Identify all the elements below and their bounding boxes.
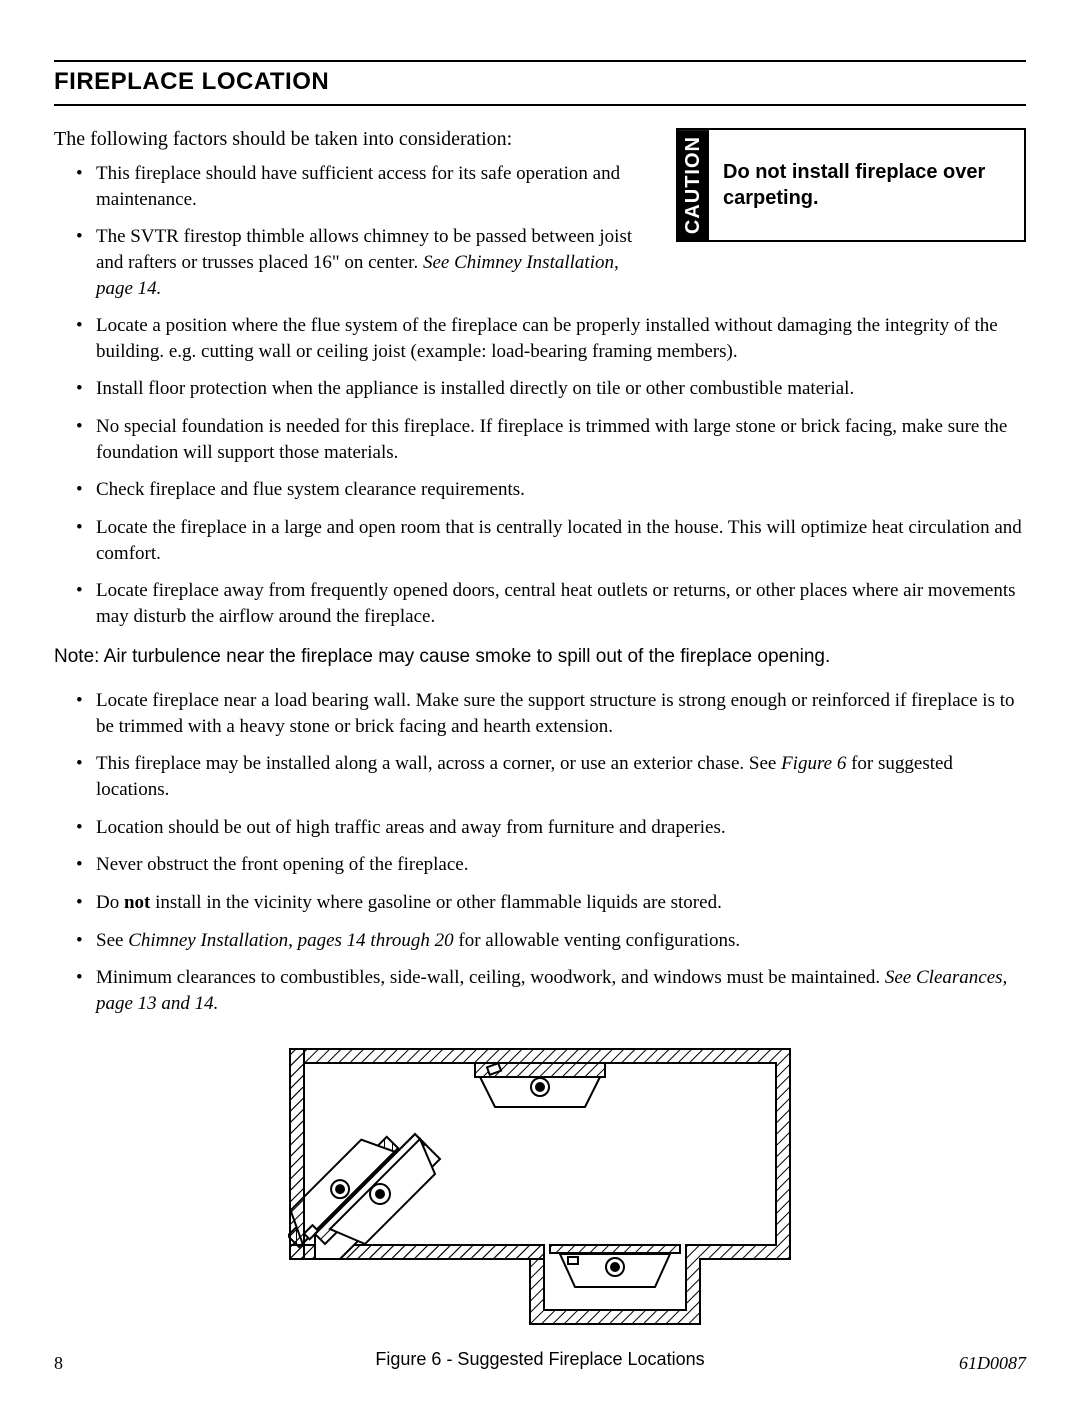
page-number: 8 [54, 1353, 63, 1374]
bullet-item: No special foundation is needed for this… [76, 414, 1026, 465]
bullet-item: Locate fireplace near a load bearing wal… [76, 688, 1026, 739]
bullet-item: Do not install in the vicinity where gas… [76, 890, 1026, 916]
bullets-mid: Locate a position where the flue system … [76, 313, 1026, 629]
page-footer: 8 61D0087 [54, 1353, 1026, 1374]
bullet-item: Locate a position where the flue system … [76, 313, 1026, 364]
bullet-item: Install floor protection when the applia… [76, 376, 1026, 402]
section-title: FIREPLACE LOCATION [54, 60, 1026, 106]
bullets-bottom: Locate fireplace near a load bearing wal… [76, 688, 1026, 1016]
bullet-item: Never obstruct the front opening of the … [76, 852, 1026, 878]
note-line: Note: Air turbulence near the fireplace … [54, 644, 1026, 671]
bullet-item: Minimum clearances to combustibles, side… [76, 965, 1026, 1016]
bullet-item: The SVTR firestop thimble allows chimney… [76, 224, 1026, 301]
page: FIREPLACE LOCATION CAUTION Do not instal… [0, 0, 1080, 1410]
top-row: CAUTION Do not install fireplace over ca… [54, 128, 1026, 301]
bullet-item: Locate fireplace away from frequently op… [76, 578, 1026, 629]
bullet-item: Locate the fireplace in a large and open… [76, 515, 1026, 566]
bullets-top: This fireplace should have sufficient ac… [76, 161, 1026, 301]
bullet-item: Location should be out of high traffic a… [76, 815, 1026, 841]
bullet-item: See Chimney Installation, pages 14 throu… [76, 928, 1026, 954]
doc-number: 61D0087 [959, 1353, 1026, 1374]
bullet-item: Check fireplace and flue system clearanc… [76, 477, 1026, 503]
figure-6-diagram [270, 1029, 810, 1339]
bullet-item: This fireplace should have sufficient ac… [76, 161, 1026, 212]
bullet-item: This fireplace may be installed along a … [76, 751, 1026, 802]
figure-wrap: Figure 6 - Suggested Fireplace Locations [54, 1029, 1026, 1370]
